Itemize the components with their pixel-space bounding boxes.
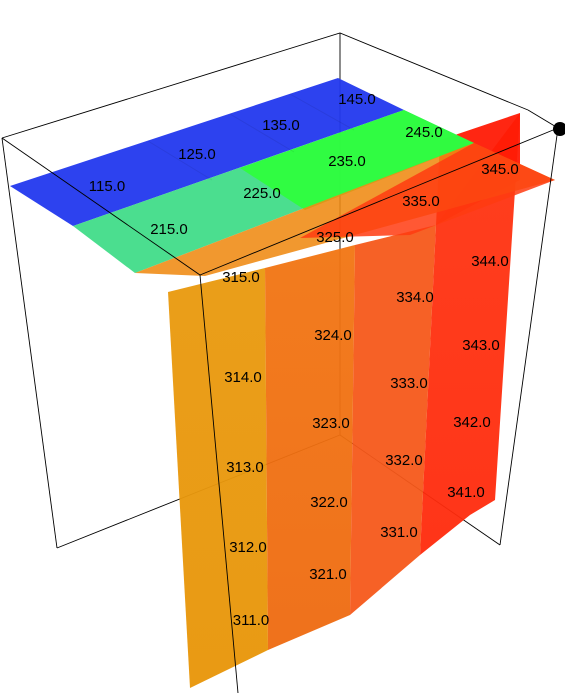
labels-layer-33x: 331.0 332.0 333.0 334.0 335.0 xyxy=(380,193,440,541)
cell-label: 342.0 xyxy=(453,414,491,431)
top-row-orange-right xyxy=(300,143,555,238)
labels-layer-34x: 341.0 342.0 343.0 344.0 xyxy=(447,253,509,501)
cell-label: 125.0 xyxy=(178,146,216,163)
labels-row-2xx: 215.0 225.0 235.0 245.0 xyxy=(150,124,443,238)
labels-layer-32x: 321.0 322.0 323.0 324.0 325.0 xyxy=(309,229,354,583)
cell-label: 225.0 xyxy=(243,185,281,202)
cell-label: 344.0 xyxy=(471,253,509,270)
slice-front-31x xyxy=(168,268,268,688)
bounding-box-front xyxy=(1,109,559,693)
cell-label: 115.0 xyxy=(89,178,125,195)
cell-label: 215.0 xyxy=(150,221,188,238)
cell-label-345: 345.0 xyxy=(481,161,519,178)
cell-label: 315.0 xyxy=(222,269,260,286)
cell-label: 322.0 xyxy=(310,494,348,511)
cell-label: 321.0 xyxy=(309,566,347,583)
slice-right-34x xyxy=(420,113,520,555)
cell-label: 135.0 xyxy=(262,117,300,134)
cell-label: 145.0 xyxy=(338,91,376,108)
cell-label: 311.0 xyxy=(233,612,269,629)
cell-label: 245.0 xyxy=(405,124,443,141)
top-row-green-bright xyxy=(240,110,474,210)
cell-label: 312.0 xyxy=(229,539,267,556)
cell-label: 314.0 xyxy=(224,369,262,386)
cell-label: 332.0 xyxy=(385,452,423,469)
cell-label: 334.0 xyxy=(396,289,434,306)
labels-layer-31x: 311.0 312.0 313.0 314.0 315.0 xyxy=(222,269,269,629)
top-horizontal-slice xyxy=(10,78,555,276)
cell-label: 331.0 xyxy=(380,524,418,541)
cell-label: 335.0 xyxy=(402,193,440,210)
corner-marker-dot[interactable] xyxy=(553,122,565,136)
cell-label: 313.0 xyxy=(226,459,264,476)
labels-row-1xx: 115.0 125.0 135.0 145.0 xyxy=(89,91,376,195)
cell-label: 343.0 xyxy=(462,337,500,354)
slice-back-33x xyxy=(350,225,436,615)
slice-middle-32x xyxy=(265,245,355,650)
cell-label: 235.0 xyxy=(328,153,366,170)
top-row-blue xyxy=(10,78,404,226)
cell-label: 325.0 xyxy=(316,229,354,246)
cell-label: 341.0 xyxy=(447,484,485,501)
cell-label: 323.0 xyxy=(312,415,350,432)
cell-label: 324.0 xyxy=(314,327,352,344)
cell-label: 333.0 xyxy=(390,375,428,392)
